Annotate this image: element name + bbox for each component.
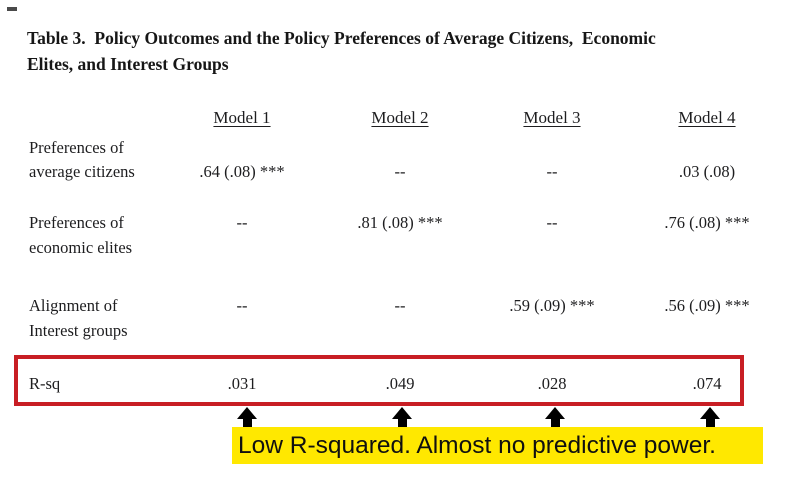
cell-avg-citizens-model2: -- [394, 162, 406, 181]
row-label-interest-groups-line2: Interest groups [29, 321, 128, 340]
column-header-model-3: Model 3 [523, 108, 581, 127]
row-label-avg-citizens-line2: average citizens [29, 162, 135, 181]
row-label-r-sq: R-sq [29, 374, 61, 393]
cell-r-sq-model3: .028 [537, 374, 567, 393]
cell-econ-elites-model4: .76 (.08) *** [664, 213, 750, 232]
cell-r-sq-model1: .031 [227, 374, 257, 393]
up-arrow-head [392, 407, 412, 419]
up-arrow-head [700, 407, 720, 419]
up-arrow-icon [699, 407, 721, 427]
cell-r-sq-model2: .049 [385, 374, 415, 393]
table-title-line-1: Table 3. Policy Outcomes and the Policy … [27, 28, 656, 48]
highlight-note: Low R-squared. Almost no predictive powe… [232, 427, 763, 464]
up-arrow-icon [391, 407, 413, 427]
up-arrow-head [545, 407, 565, 419]
up-arrow-stem [397, 419, 407, 427]
cell-interest-groups-model3: .59 (.09) *** [509, 296, 595, 315]
column-header-model-1: Model 1 [213, 108, 271, 127]
up-arrow-icon [236, 407, 258, 427]
up-arrow-stem [242, 419, 252, 427]
up-arrow-stem [705, 419, 715, 427]
cell-interest-groups-model1: -- [236, 296, 248, 315]
r-squared-highlight-box [14, 355, 744, 406]
cell-econ-elites-model1: -- [236, 213, 248, 232]
cell-econ-elites-model2: .81 (.08) *** [357, 213, 443, 232]
cell-interest-groups-model2: -- [394, 296, 406, 315]
cell-econ-elites-model3: -- [546, 213, 558, 232]
cell-avg-citizens-model3: -- [546, 162, 558, 181]
row-label-avg-citizens-line1: Preferences of [29, 138, 124, 157]
scan-artifact-mark [7, 7, 17, 11]
cell-avg-citizens-model4: .03 (.08) [678, 162, 736, 181]
cell-avg-citizens-model1: .64 (.08) *** [199, 162, 285, 181]
row-label-interest-groups-line1: Alignment of [29, 296, 118, 315]
up-arrow-icon [544, 407, 566, 427]
up-arrow-head [237, 407, 257, 419]
table-title-line-2: Elites, and Interest Groups [27, 54, 229, 74]
row-label-econ-elites-line1: Preferences of [29, 213, 124, 232]
up-arrow-stem [550, 419, 560, 427]
cell-interest-groups-model4: .56 (.09) *** [664, 296, 750, 315]
column-header-model-2: Model 2 [371, 108, 429, 127]
cell-r-sq-model4: .074 [692, 374, 722, 393]
row-label-econ-elites-line2: economic elites [29, 238, 133, 257]
column-header-model-4: Model 4 [678, 108, 736, 127]
